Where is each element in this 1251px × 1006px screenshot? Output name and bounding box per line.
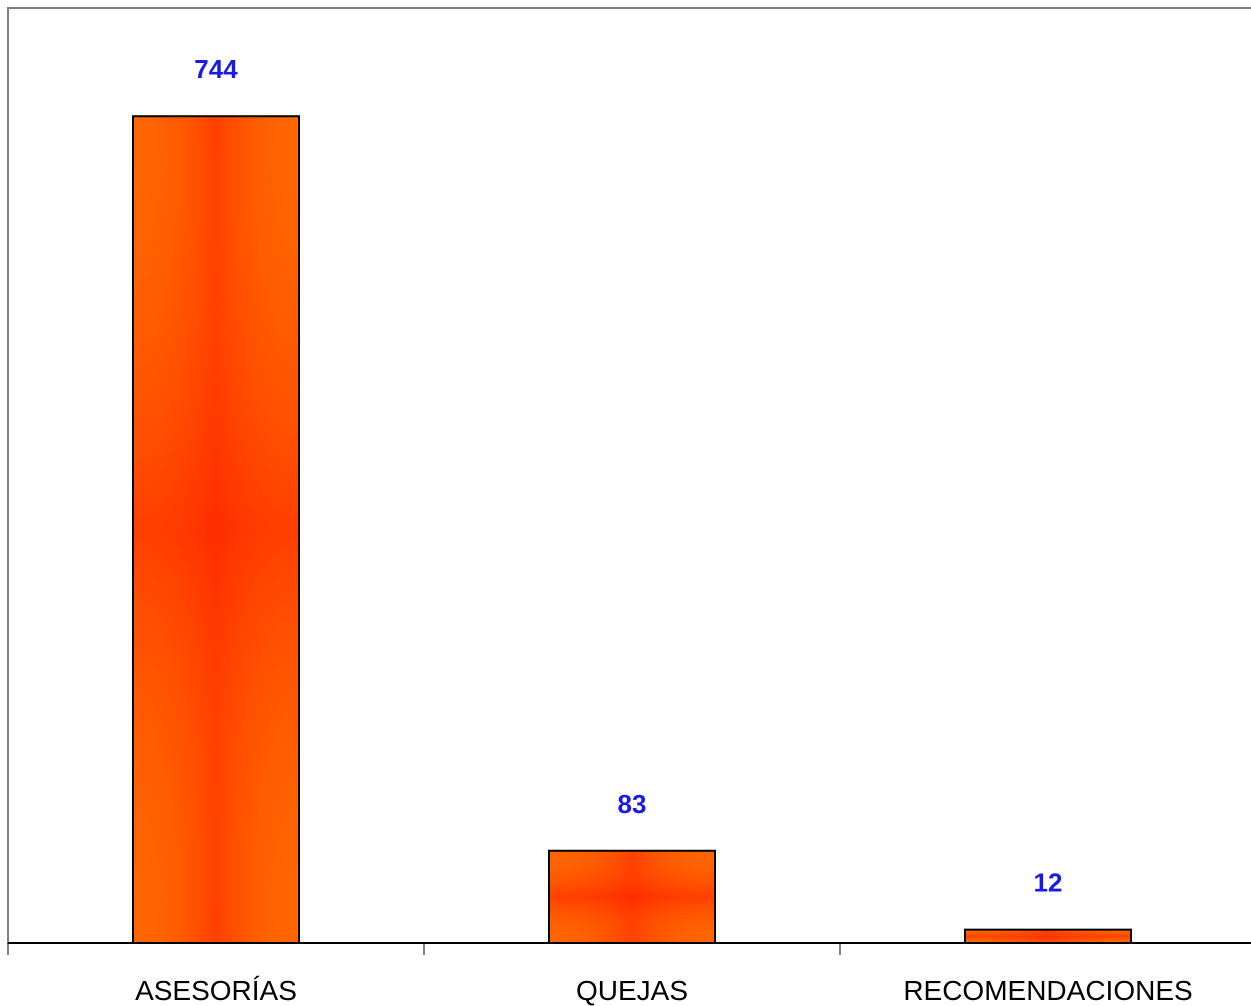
x-axis-ticks bbox=[7, 943, 841, 955]
data-label: 12 bbox=[1034, 868, 1063, 898]
x-axis-tick-labels: ASESORÍAS QUEJAS RECOMENDACIONES bbox=[135, 975, 1193, 1006]
data-label: 83 bbox=[618, 789, 647, 819]
data-label: 744 bbox=[194, 54, 238, 84]
bars-group bbox=[132, 115, 1132, 945]
x-tick-label: RECOMENDACIONES bbox=[903, 975, 1192, 1006]
bar-glow-vertical bbox=[133, 116, 299, 944]
bar-glow-vertical bbox=[549, 850, 715, 943]
bar-0 bbox=[132, 115, 300, 945]
x-tick-label: ASESORÍAS bbox=[135, 975, 297, 1006]
bar-1 bbox=[548, 849, 716, 944]
data-labels-group: 744 83 12 bbox=[194, 54, 1062, 897]
bar-glow-vertical bbox=[965, 929, 1131, 943]
bar-2 bbox=[964, 928, 1132, 944]
x-tick-label: QUEJAS bbox=[576, 975, 688, 1006]
